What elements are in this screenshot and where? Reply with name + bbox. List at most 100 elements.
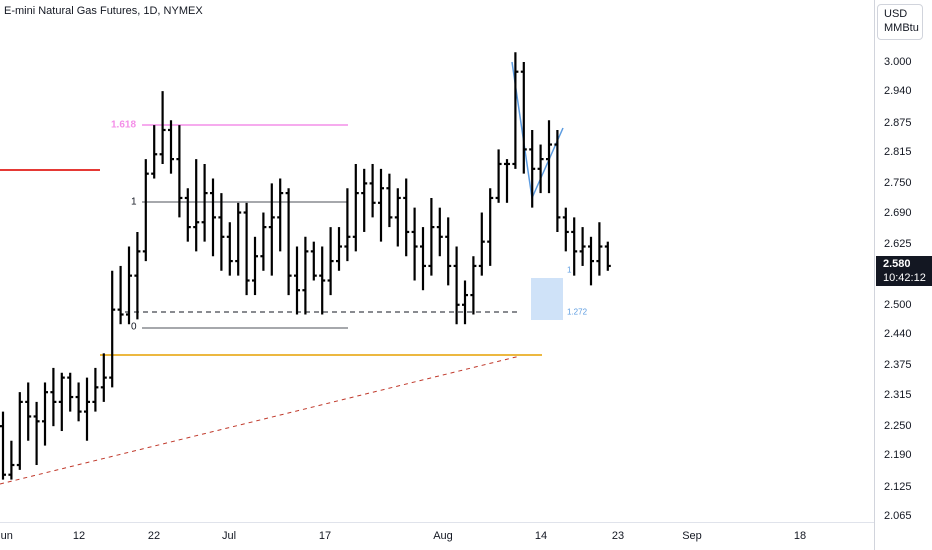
ohlc-bar xyxy=(277,178,284,252)
ohlc-bar xyxy=(252,236,258,296)
fib-label-1618: 1.618 xyxy=(111,119,137,131)
ohlc-bar xyxy=(134,231,141,320)
ohlc-bar xyxy=(588,236,594,286)
chart-title: E-mini Natural Gas Futures, 1D, NYMEX xyxy=(4,5,203,17)
ohlc-bar xyxy=(58,372,65,432)
ohlc-bar xyxy=(302,236,309,315)
ohlc-bar xyxy=(193,159,200,252)
price-tick-label: 2.815 xyxy=(884,145,912,158)
last-price: 2.580 xyxy=(883,258,911,270)
ohlc-bar xyxy=(319,246,326,315)
ohlc-bar xyxy=(168,120,174,174)
ohlc-bar xyxy=(571,217,578,276)
ohlc-bar xyxy=(226,222,233,276)
time-tick-label: 22 xyxy=(147,530,161,542)
ohlc-bar xyxy=(336,227,342,271)
ohlc-bar xyxy=(268,183,275,276)
ohlc-bar xyxy=(33,401,40,466)
ohlc-bar xyxy=(436,207,443,257)
price-chart[interactable] xyxy=(0,0,874,523)
ohlc-bar xyxy=(84,377,90,441)
ohlc-bar xyxy=(109,270,116,388)
ohlc-bar xyxy=(327,227,334,296)
ohlc-bar xyxy=(75,382,82,422)
price-tick-label: 2.250 xyxy=(884,420,912,433)
ohlc-bar xyxy=(361,168,368,232)
ohlc-bar xyxy=(520,62,527,174)
ohlc-bar xyxy=(453,246,460,325)
ohlc-bar xyxy=(142,159,149,262)
ohlc-bar xyxy=(126,246,132,325)
time-tick-label: 12 xyxy=(72,530,86,542)
ohlc-bar xyxy=(159,91,166,164)
price-tick-label: 2.940 xyxy=(884,85,912,98)
price-tick-label: 2.500 xyxy=(884,298,912,311)
ohlc-bar xyxy=(546,120,552,194)
ohlc-bar xyxy=(512,52,519,169)
fib-label-small-1: 1 xyxy=(567,265,572,275)
ohlc-bar xyxy=(151,125,158,179)
unit-label: MMBtu xyxy=(884,22,919,34)
bar-countdown: 10:42:12 xyxy=(883,272,926,284)
ohlc-bar xyxy=(596,222,603,276)
rising-trendline xyxy=(0,355,521,485)
ohlc-bar xyxy=(403,178,410,257)
ohlc-bar xyxy=(579,227,586,266)
ohlc-bar xyxy=(428,197,435,276)
ohlc-bar xyxy=(0,411,6,480)
x-axis xyxy=(0,522,874,523)
ohlc-bar xyxy=(42,382,48,446)
ohlc-bar xyxy=(201,163,208,242)
price-tick-label: 2.125 xyxy=(884,480,912,493)
ohlc-bar xyxy=(495,149,502,203)
ohlc-bar xyxy=(260,212,267,271)
price-tick-label: 2.440 xyxy=(884,327,912,340)
ohlc-bar xyxy=(478,212,485,276)
ohlc-bar xyxy=(176,125,183,218)
ohlc-bar xyxy=(285,188,292,296)
time-tick-label: Jun xyxy=(0,530,13,542)
ohlc-bar xyxy=(411,207,418,281)
currency-unit-button[interactable]: USD MMBtu xyxy=(877,4,923,40)
ohlc-bar xyxy=(445,217,452,286)
time-tick-label: Aug xyxy=(433,530,453,542)
ohlc-bar xyxy=(462,280,468,325)
time-tick-label: 17 xyxy=(318,530,332,542)
ohlc-bar xyxy=(310,241,317,281)
ohlc-bar xyxy=(537,144,544,194)
ohlc-bar xyxy=(184,188,191,242)
projection-box xyxy=(531,278,563,320)
price-tick-label: 2.315 xyxy=(884,388,912,401)
ohlc-bar xyxy=(243,202,250,296)
price-tick-label: 2.375 xyxy=(884,359,912,372)
ohlc-bar xyxy=(420,227,426,291)
ohlc-bar xyxy=(8,440,15,480)
ohlc-bar xyxy=(16,392,23,470)
ohlc-bar xyxy=(92,367,99,412)
fib-label-1: 1 xyxy=(131,196,137,208)
fib-label-1272: 1.272 xyxy=(567,307,588,317)
ohlc-bar xyxy=(487,188,494,266)
ohlc-bar xyxy=(235,202,242,276)
ohlc-bar xyxy=(470,256,477,315)
ohlc-bar xyxy=(117,265,124,325)
pattern-drawing xyxy=(511,61,564,201)
time-tick-label: 18 xyxy=(793,530,807,542)
time-tick-label: 14 xyxy=(534,530,548,542)
ohlc-bar xyxy=(369,163,376,218)
ohlc-bar xyxy=(25,382,32,441)
price-tick-label: 2.190 xyxy=(884,449,912,462)
currency-label: USD xyxy=(884,8,908,20)
time-tick-label: Jul xyxy=(221,530,237,542)
last-price-tag: 2.580 10:42:12 xyxy=(876,256,932,286)
price-tick-label: 2.690 xyxy=(884,206,912,219)
ohlc-bar xyxy=(50,367,57,427)
price-tick-label: 3.000 xyxy=(884,56,912,68)
ohlc-bar xyxy=(386,173,393,228)
price-tick-label: 2.625 xyxy=(884,238,912,251)
ohlc-bar xyxy=(352,163,359,252)
ohlc-bar xyxy=(394,188,401,247)
ohlc-bar xyxy=(604,241,611,271)
time-tick-label: 23 xyxy=(611,530,625,542)
ohlc-bar xyxy=(378,168,384,242)
